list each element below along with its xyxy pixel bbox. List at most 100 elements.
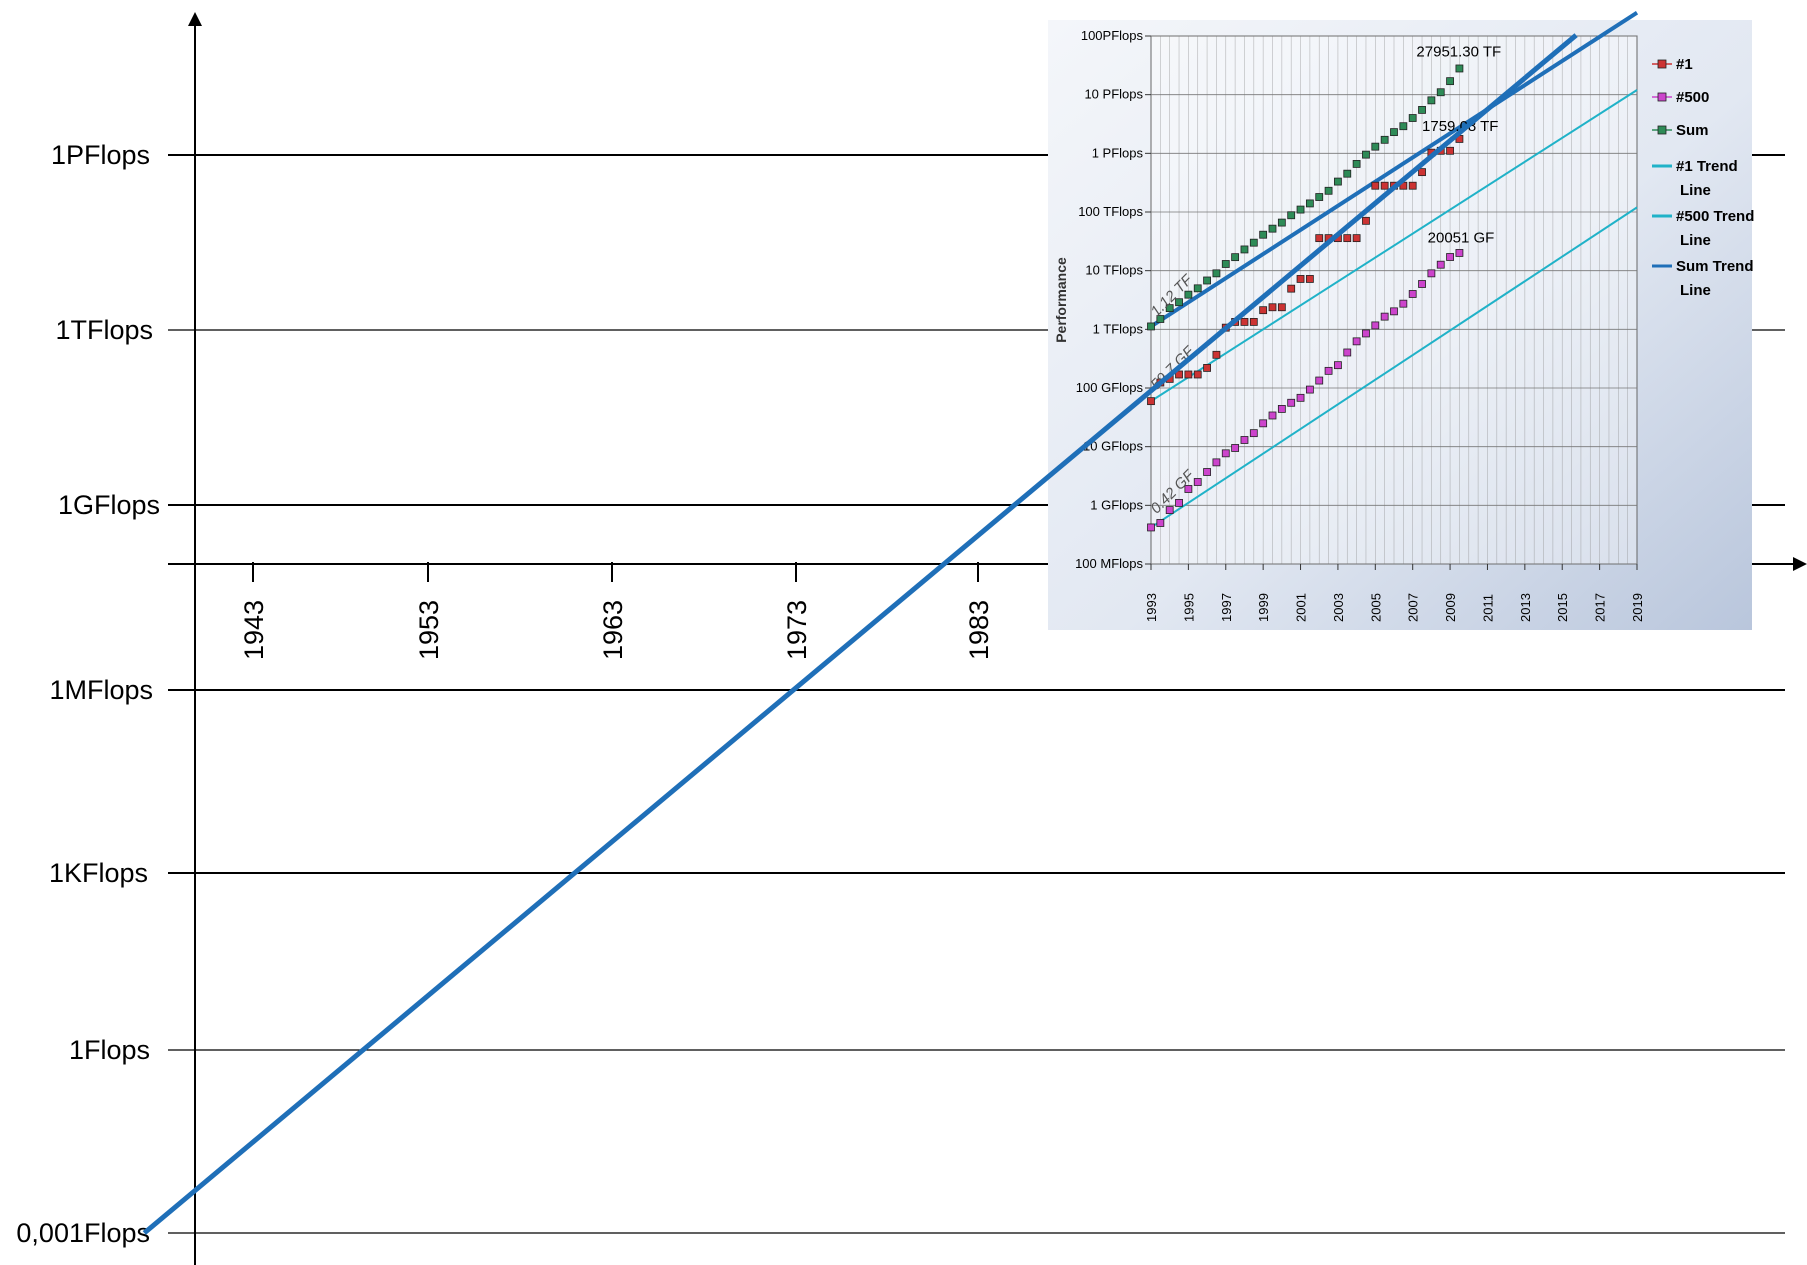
inset-data-point: [1455, 64, 1464, 73]
inset-x-tick-labels: 1993 1995 1997 1999 2001 2003 2005 2007 2009 2011…: [1144, 564, 1645, 622]
inset-data-point: [1268, 224, 1277, 233]
inset-data-point: [1371, 142, 1380, 151]
inset-legend-label-line: Sum Trend: [1676, 258, 1754, 275]
inset-data-point: [1446, 253, 1454, 261]
inset-legend-label: #1 Trend Line: [1676, 158, 1738, 199]
inset-y-tick-label: 10 PFlops: [1084, 87, 1143, 102]
inset-data-point: [1390, 128, 1398, 137]
inset-data-point: [1259, 230, 1268, 239]
inset-data-point: [1277, 303, 1286, 312]
outer-trend-line: [142, 33, 1578, 1235]
inset-legend-label-line: #1 Trend: [1676, 158, 1738, 175]
inset-legend-label: Sum: [1676, 122, 1709, 139]
inset-data-point: [1259, 419, 1268, 428]
outer-y-tick-label: 1KFlops: [49, 858, 148, 888]
inset-data-point: [1334, 177, 1342, 186]
inset-data-point: [1418, 168, 1426, 177]
inset-legend-label: #500 Trend Line: [1676, 208, 1754, 249]
inset-data-point: [1212, 269, 1221, 278]
inset-data-point: [1371, 321, 1380, 330]
inset-data-point: [1390, 307, 1398, 316]
inset-x-tick-label: 1997: [1219, 593, 1234, 622]
outer-gridlines: [168, 154, 1785, 1234]
inset-y-tick-label: 1 PFlops: [1092, 145, 1144, 160]
inset-data-point: [1371, 181, 1380, 190]
inset-data-point: [1399, 122, 1408, 131]
inset-y-axis-title: Performance: [1053, 257, 1069, 343]
inset-data-point: [1362, 329, 1370, 338]
inset-legend-swatch-marker: [1657, 92, 1667, 102]
outer-chart: 1PFlops 1TFlops 1GFlops 1MFlops 1KFlops 1Flop…: [16, 12, 1807, 1265]
inset-data-point: [1156, 315, 1165, 323]
inset-x-tick-label: 2019: [1630, 593, 1645, 622]
inset-y-tick-label: 10 GFlops: [1083, 439, 1143, 454]
inset-data-point: [1240, 245, 1249, 254]
inset-trend-line: [1149, 10, 1639, 329]
inset-data-point: [1147, 523, 1155, 532]
inset-data-point: [1408, 114, 1417, 122]
outer-y-tick-labels: 1PFlops 1TFlops 1GFlops 1MFlops 1KFlops 1Flop…: [16, 140, 160, 1248]
inset-data-point: [1193, 370, 1202, 379]
inset-data-point: [1147, 397, 1155, 406]
outer-series: [142, 33, 1578, 1235]
inset-x-tick-label: 2013: [1518, 593, 1533, 622]
inset-data-point: [1287, 398, 1296, 407]
outer-x-tick-label: 1943: [239, 600, 269, 660]
inset-data-point: [1315, 234, 1324, 243]
inset-x-tick-label: 2017: [1593, 593, 1608, 622]
inset-data-point: [1436, 88, 1445, 97]
inset-data-point: [1277, 218, 1286, 227]
inset-data-point: [1165, 506, 1174, 514]
inset-data-point: [1380, 181, 1389, 190]
inset-x-tick-label: 2007: [1406, 593, 1421, 622]
inset-data-point: [1380, 312, 1389, 321]
inset-data-point: [1455, 249, 1464, 257]
inset-x-tick-label: 1999: [1256, 593, 1271, 622]
inset-y-tick-label: 100 TFlops: [1078, 204, 1143, 219]
inset-data-point: [1305, 275, 1314, 283]
inset-x-tick-label: 2003: [1331, 593, 1346, 622]
inset-data-point: [1231, 253, 1240, 262]
inset-data-point: [1343, 169, 1352, 178]
inset-annotation: 20051 GF: [1428, 230, 1495, 247]
outer-y-tick-label: 1Flops: [69, 1035, 150, 1065]
inset-y-tick-label: 1 TFlops: [1093, 321, 1144, 336]
inset-data-point: [1212, 458, 1221, 467]
inset-data-point: [1352, 234, 1361, 243]
inset-legend-label: Sum Trend Line: [1676, 258, 1754, 299]
inset-data-point: [1259, 306, 1268, 315]
outer-y-tick-label: 1TFlops: [55, 315, 153, 345]
inset-data-point: [1418, 280, 1426, 288]
inset-y-tick-labels: 100PFlops 10 PFlops 1 PFlops 100 TFlops 10 T…: [1075, 28, 1151, 571]
inset-data-point: [1203, 468, 1211, 476]
inset-data-point: [1343, 234, 1352, 243]
inset-y-tick-label: 1 GFlops: [1090, 497, 1143, 512]
inset-data-point: [1203, 364, 1211, 372]
inset-data-point: [1240, 436, 1249, 444]
inset-background: [1048, 20, 1752, 630]
inset-data-point: [1268, 303, 1277, 312]
inset-data-point: [1296, 205, 1305, 214]
inset-data-point: [1315, 193, 1324, 201]
y-axis-arrow-icon: [188, 12, 202, 26]
inset-data-point: [1212, 350, 1221, 359]
inset-legend-label-line: Line: [1680, 282, 1711, 299]
inset-data-point: [1408, 290, 1417, 298]
outer-x-tick-label: 1963: [598, 600, 628, 660]
inset-x-tick-label: 2015: [1555, 593, 1570, 622]
inset-data-point: [1240, 318, 1249, 326]
inset-data-point: [1203, 276, 1211, 285]
inset-trend-line: [1150, 206, 1638, 529]
inset-data-point: [1184, 290, 1193, 299]
inset-data-point: [1418, 105, 1426, 114]
inset-data-point: [1175, 370, 1183, 379]
inset-data-point: [1380, 135, 1389, 144]
inset-data-point: [1287, 284, 1296, 293]
inset-y-tick-label: 100 MFlops: [1075, 556, 1143, 571]
inset-data-point: [1249, 318, 1258, 326]
inset-data-point: [1362, 150, 1370, 159]
x-axis-arrow-icon: [1793, 557, 1807, 571]
inset-legend-label: #1: [1676, 56, 1693, 73]
inset-data-point: [1305, 385, 1314, 394]
